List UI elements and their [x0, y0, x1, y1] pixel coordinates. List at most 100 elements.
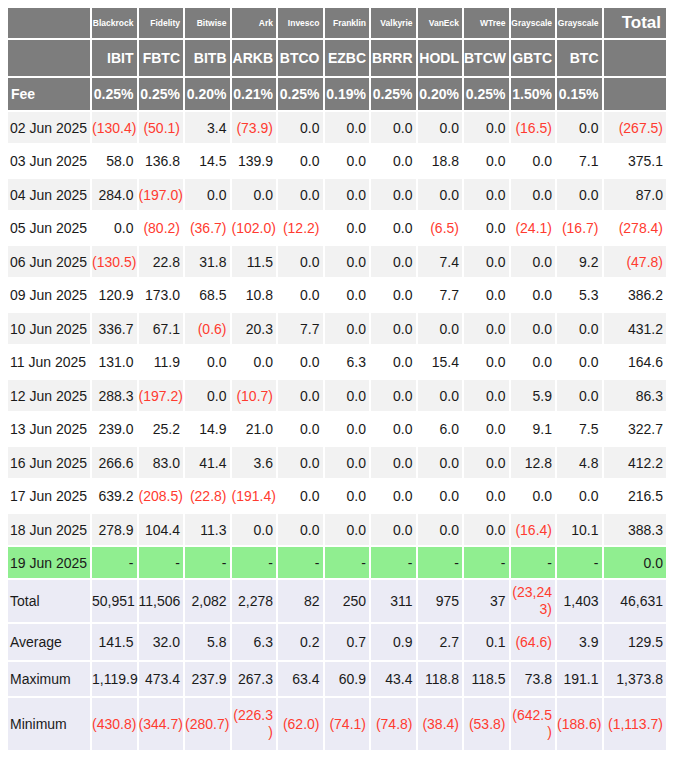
summary-value-cell: 1,403	[557, 580, 602, 622]
date-cell: 10 Jun 2025	[8, 313, 90, 344]
flow-value-cell: 131.0	[92, 346, 137, 378]
date-cell: 16 Jun 2025	[8, 447, 90, 478]
flow-value-cell: 0.0	[464, 279, 509, 311]
flow-value-cell: 288.3	[92, 380, 137, 411]
flow-value-cell: 0.0	[278, 179, 323, 210]
flow-value-cell: 0.0	[278, 447, 323, 478]
flow-value-cell: (10.7)	[232, 380, 277, 411]
flow-value-cell: 0.0	[278, 514, 323, 545]
flow-value-cell: 0.0	[511, 480, 556, 512]
summary-value-cell: (64.6)	[511, 624, 556, 660]
fee-value-cell: 0.25%	[139, 78, 184, 110]
summary-value-cell: 2,082	[185, 580, 230, 622]
flow-value-cell: 0.0	[278, 380, 323, 411]
flow-value-cell: 0.0	[325, 313, 370, 344]
summary-value-cell: 237.9	[185, 662, 230, 696]
fee-value-cell: 0.25%	[92, 78, 137, 110]
ticker-header: EZBC	[325, 40, 370, 76]
summary-value-cell: (642.5 )	[511, 698, 556, 750]
flow-value-cell: 239.0	[92, 413, 137, 445]
flow-value-cell: 0.0	[325, 212, 370, 244]
flow-value-cell: (267.5)	[604, 112, 667, 143]
summary-value-cell: (74.8)	[371, 698, 416, 750]
fee-value-cell: 0.15%	[557, 78, 602, 110]
flow-value-cell: 0.0	[464, 346, 509, 378]
ticker-header: BTCO	[278, 40, 323, 76]
issuer-header: VanEck	[418, 8, 463, 38]
flow-value-cell: 0.0	[371, 346, 416, 378]
summary-value-cell: (226.3 )	[232, 698, 277, 750]
date-cell: 09 Jun 2025	[8, 279, 90, 311]
flow-value-cell: 9.2	[557, 246, 602, 277]
flow-value-cell: 5.9	[511, 380, 556, 411]
flow-value-cell: 375.1	[604, 145, 667, 177]
flow-value-cell: (6.5)	[418, 212, 463, 244]
summary-value-cell: (430.8)	[92, 698, 137, 750]
flow-value-cell: (130.5)	[92, 246, 137, 277]
flow-value-cell: 412.2	[604, 447, 667, 478]
issuer-header: Invesco	[278, 8, 323, 38]
ticker-header: HODL	[418, 40, 463, 76]
pending-value-cell: -	[232, 547, 277, 578]
flow-value-cell: (36.7)	[185, 212, 230, 244]
fee-value-cell: 0.25%	[371, 78, 416, 110]
flow-value-cell: 388.3	[604, 514, 667, 545]
flow-value-cell: 0.0	[464, 313, 509, 344]
flow-value-cell: 11.9	[139, 346, 184, 378]
summary-value-cell: (74.1)	[325, 698, 370, 750]
flow-value-cell: 7.7	[418, 279, 463, 311]
corner-cell	[8, 40, 90, 76]
fee-value-cell: 0.25%	[278, 78, 323, 110]
flow-value-cell: 3.4	[185, 112, 230, 143]
flow-value-cell: 0.0	[325, 480, 370, 512]
flow-value-cell: 6.3	[325, 346, 370, 378]
flow-value-cell: 0.0	[418, 380, 463, 411]
summary-value-cell: 82	[278, 580, 323, 622]
flow-value-cell: 0.0	[371, 179, 416, 210]
flow-value-cell: 0.0	[464, 480, 509, 512]
flow-value-cell: 139.9	[232, 145, 277, 177]
summary-value-cell: 2.7	[418, 624, 463, 660]
flow-value-cell: (102.0)	[232, 212, 277, 244]
flow-value-cell: 0.0	[464, 413, 509, 445]
issuer-header: Bitwise	[185, 8, 230, 38]
date-cell: 18 Jun 2025	[8, 514, 90, 545]
flow-value-cell: 216.5	[604, 480, 667, 512]
fee-value-cell: 0.19%	[325, 78, 370, 110]
flow-value-cell: 0.0	[371, 246, 416, 277]
flow-value-cell: 11.3	[185, 514, 230, 545]
flow-value-cell: (73.9)	[232, 112, 277, 143]
summary-value-cell: 32.0	[139, 624, 184, 660]
fee-row-label: Fee	[8, 78, 90, 110]
etf-flows-table: BlackrockFidelityBitwiseArkInvescoFrankl…	[6, 6, 668, 752]
flow-value-cell: 0.0	[557, 380, 602, 411]
flow-value-cell: 0.0	[418, 179, 463, 210]
flow-value-cell: 0.0	[278, 480, 323, 512]
flow-value-cell: 164.6	[604, 346, 667, 378]
flow-value-cell: (130.4)	[92, 112, 137, 143]
flow-value-cell: 0.0	[557, 346, 602, 378]
flow-value-cell: 41.4	[185, 447, 230, 478]
flow-value-cell: 0.0	[464, 112, 509, 143]
summary-value-cell: 141.5	[92, 624, 137, 660]
flow-value-cell: 0.0	[371, 480, 416, 512]
flow-value-cell: 7.5	[557, 413, 602, 445]
summary-value-cell: (38.4)	[418, 698, 463, 750]
flow-value-cell: 68.5	[185, 279, 230, 311]
pending-value-cell: -	[557, 547, 602, 578]
summary-value-cell: 11,506	[139, 580, 184, 622]
summary-value-cell: 50,951	[92, 580, 137, 622]
flow-value-cell: 0.0	[185, 380, 230, 411]
ticker-header: GBTC	[511, 40, 556, 76]
ticker-header: BTC	[557, 40, 602, 76]
flow-value-cell: 0.0	[278, 346, 323, 378]
summary-value-cell: 311	[371, 580, 416, 622]
flow-value-cell: 0.0	[511, 246, 556, 277]
issuer-header: Valkyrie	[371, 8, 416, 38]
pending-value-cell: -	[92, 547, 137, 578]
summary-value-cell: 118.5	[464, 662, 509, 696]
flow-value-cell: 120.9	[92, 279, 137, 311]
flow-value-cell: 0.0	[371, 514, 416, 545]
flow-value-cell: 67.1	[139, 313, 184, 344]
flow-value-cell: (197.2)	[139, 380, 184, 411]
